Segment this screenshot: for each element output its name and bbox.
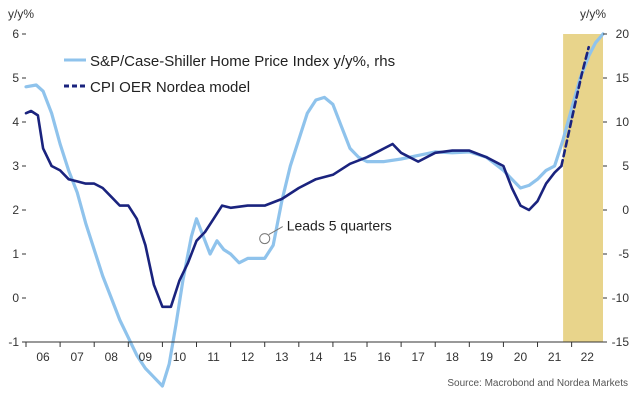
x-axis-ticks: 06 07 08 09 10 11 12 13 14 15 16 17 18 19 20 21 22 (25, 342, 595, 364)
x-tick-label: 09 (139, 350, 153, 364)
x-tick-label: 14 (309, 350, 323, 364)
x-tick-label: 12 (241, 350, 255, 364)
x-tick-label: 17 (411, 350, 425, 364)
x-tick-label: 21 (548, 350, 562, 364)
left-tick-label: 0 (12, 291, 19, 305)
x-tick-label: 15 (343, 350, 357, 364)
x-tick-label: 22 (581, 350, 595, 364)
highlight-band (563, 34, 603, 342)
left-tick-label: 2 (12, 203, 19, 217)
x-tick-label: 06 (36, 350, 50, 364)
series-line-2 (560, 45, 590, 168)
left-axis-ticks: 6 5 4 3 2 1 0 -1 (8, 27, 26, 349)
annotation: Leads 5 quarters (259, 218, 392, 245)
left-tick-label: -1 (8, 335, 19, 349)
legend: S&P/Case-Shiller Home Price Index y/y%, … (64, 53, 395, 96)
x-tick-label: 20 (514, 350, 528, 364)
right-tick-label: 10 (616, 115, 630, 129)
right-tick-label: -5 (618, 247, 629, 261)
annotation-marker (259, 233, 271, 245)
series-lines (24, 32, 605, 388)
annotation-leader (268, 226, 283, 236)
legend-label-cpi-oer: CPI OER Nordea model (90, 79, 250, 96)
x-tick-label: 10 (173, 350, 187, 364)
right-tick-label: 15 (616, 71, 630, 85)
right-tick-label: -15 (612, 335, 630, 349)
left-tick-label: 5 (12, 71, 19, 85)
x-tick-label: 13 (275, 350, 289, 364)
right-tick-label: 0 (622, 203, 629, 217)
x-tick-label: 08 (105, 350, 119, 364)
series-line-0 (24, 32, 605, 388)
right-tick-label: -10 (612, 291, 630, 305)
x-tick-label: 19 (480, 350, 494, 364)
legend-label-case-shiller: S&P/Case-Shiller Home Price Index y/y%, … (90, 53, 395, 70)
left-tick-label: 4 (12, 115, 19, 129)
x-tick-label: 07 (70, 350, 84, 364)
left-axis-unit: y/y% (8, 7, 34, 21)
x-tick-label: 16 (377, 350, 391, 364)
right-axis-unit: y/y% (580, 7, 606, 21)
right-axis-ticks: 20 15 10 5 0 -5 -10 -15 (603, 27, 629, 349)
right-tick-label: 5 (622, 159, 629, 173)
x-tick-label: 11 (207, 350, 220, 364)
left-tick-label: 1 (12, 247, 19, 261)
series-line-1 (24, 109, 563, 309)
right-tick-label: 20 (616, 27, 630, 41)
left-tick-label: 3 (12, 159, 19, 173)
x-tick-label: 18 (446, 350, 460, 364)
annotation-text: Leads 5 quarters (287, 218, 392, 234)
source-note: Source: Macrobond and Nordea Markets (447, 378, 628, 389)
left-tick-label: 6 (12, 27, 19, 41)
